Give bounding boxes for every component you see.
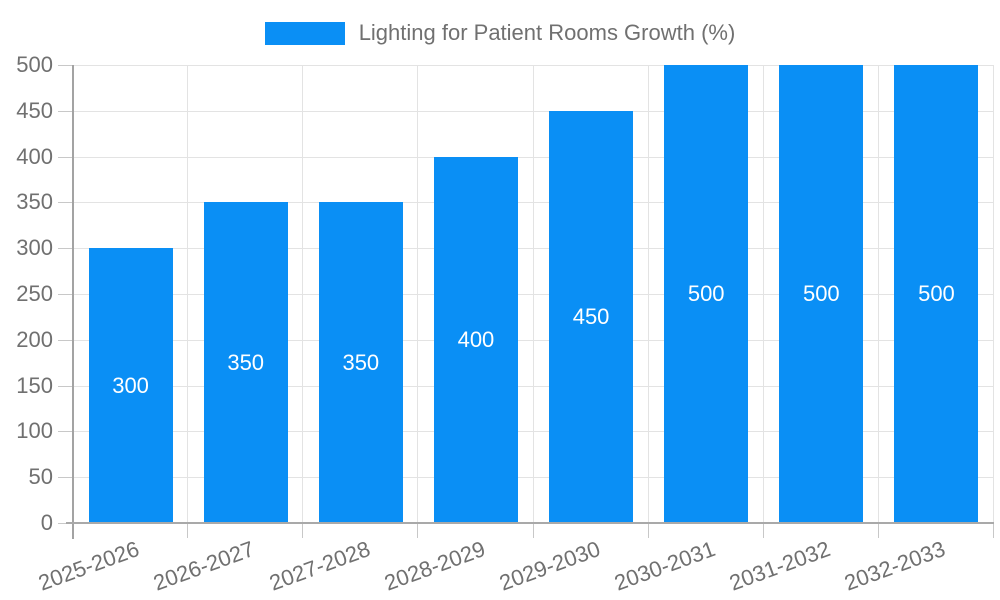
bar-value-label: 450 xyxy=(572,303,610,329)
x-tick-label: 2028-2029 xyxy=(380,536,489,596)
h-gridline xyxy=(73,248,994,250)
x-tick-mark xyxy=(302,523,304,538)
y-tick-label: 50 xyxy=(28,464,53,490)
bar-value-label: 350 xyxy=(227,349,265,375)
y-axis-line xyxy=(72,65,74,539)
y-tick-mark xyxy=(58,477,73,479)
h-gridline xyxy=(73,65,994,66)
v-gridline xyxy=(647,65,649,523)
x-tick-label: 2027-2028 xyxy=(265,536,374,596)
x-tick-mark xyxy=(993,523,994,538)
h-gridline xyxy=(73,385,994,387)
y-tick-mark xyxy=(58,65,73,66)
bar-2030-2031 xyxy=(664,65,749,523)
bar-value-label: 500 xyxy=(687,281,725,306)
y-tick-label: 350 xyxy=(16,189,53,215)
x-axis-line xyxy=(66,522,994,524)
x-tick-mark xyxy=(532,523,534,538)
legend: Lighting for Patient Rooms Growth (%) xyxy=(0,20,1000,46)
y-tick-mark xyxy=(58,156,73,158)
y-tick-mark xyxy=(58,202,73,204)
y-tick-label: 400 xyxy=(16,143,53,169)
bar-2026-2027 xyxy=(203,202,288,523)
y-tick-mark xyxy=(58,339,73,341)
bar-value-label: 400 xyxy=(457,326,495,352)
bar-2031-2032 xyxy=(779,65,864,523)
y-tick-label: 0 xyxy=(40,510,53,535)
bar-2032-2033 xyxy=(894,65,979,523)
y-tick-label: 150 xyxy=(16,372,53,398)
h-gridline xyxy=(73,202,994,204)
x-tick-mark xyxy=(417,523,419,538)
h-gridline xyxy=(73,110,994,112)
x-tick-label: 2032-2033 xyxy=(841,536,949,596)
bar-2025-2026 xyxy=(88,248,173,523)
v-gridline xyxy=(877,65,879,523)
v-gridline xyxy=(302,65,304,523)
plot-area: 300 350 350 400 450 500 500 500 xyxy=(73,65,994,523)
bar-2028-2029 xyxy=(433,156,518,523)
v-gridline xyxy=(762,65,764,523)
y-tick-mark xyxy=(58,523,73,524)
v-gridline xyxy=(187,65,189,523)
x-tick-mark xyxy=(647,523,649,538)
y-tick-label: 450 xyxy=(16,97,53,123)
y-tick-mark xyxy=(58,110,73,112)
x-tick-label: 2026-2027 xyxy=(150,536,258,596)
bar-value-label: 300 xyxy=(112,372,149,398)
y-tick-label: 250 xyxy=(16,281,53,306)
bar-2027-2028 xyxy=(318,202,403,523)
y-tick-mark xyxy=(58,294,73,295)
x-tick-mark xyxy=(187,523,189,538)
y-tick-label: 100 xyxy=(16,418,53,444)
y-tick-mark xyxy=(58,248,73,250)
y-tick-label: 500 xyxy=(16,52,53,77)
legend-swatch xyxy=(264,21,345,45)
legend-label: Lighting for Patient Rooms Growth (%) xyxy=(358,20,736,45)
bar-value-label: 350 xyxy=(342,349,380,375)
v-gridline xyxy=(993,65,994,523)
h-gridline xyxy=(73,477,994,479)
h-gridline xyxy=(73,431,994,433)
h-gridline xyxy=(73,156,994,158)
v-gridline xyxy=(417,65,419,523)
x-tick-label: 2031-2032 xyxy=(726,536,834,596)
h-gridline xyxy=(73,339,994,341)
x-tick-mark xyxy=(877,523,879,538)
y-tick-mark xyxy=(58,385,73,387)
x-tick-label: 2029-2030 xyxy=(495,536,604,596)
h-gridline xyxy=(73,294,994,295)
x-tick-mark xyxy=(762,523,764,538)
x-tick-label: 2025-2026 xyxy=(35,536,143,596)
bar-value-label: 500 xyxy=(802,281,840,306)
bar-value-label: 500 xyxy=(918,281,955,306)
y-tick-label: 200 xyxy=(16,326,53,352)
x-tick-label: 2030-2031 xyxy=(610,536,719,596)
y-tick-label: 300 xyxy=(16,235,53,261)
y-tick-mark xyxy=(58,431,73,433)
bar-2029-2030 xyxy=(549,110,634,523)
v-gridline xyxy=(532,65,534,523)
